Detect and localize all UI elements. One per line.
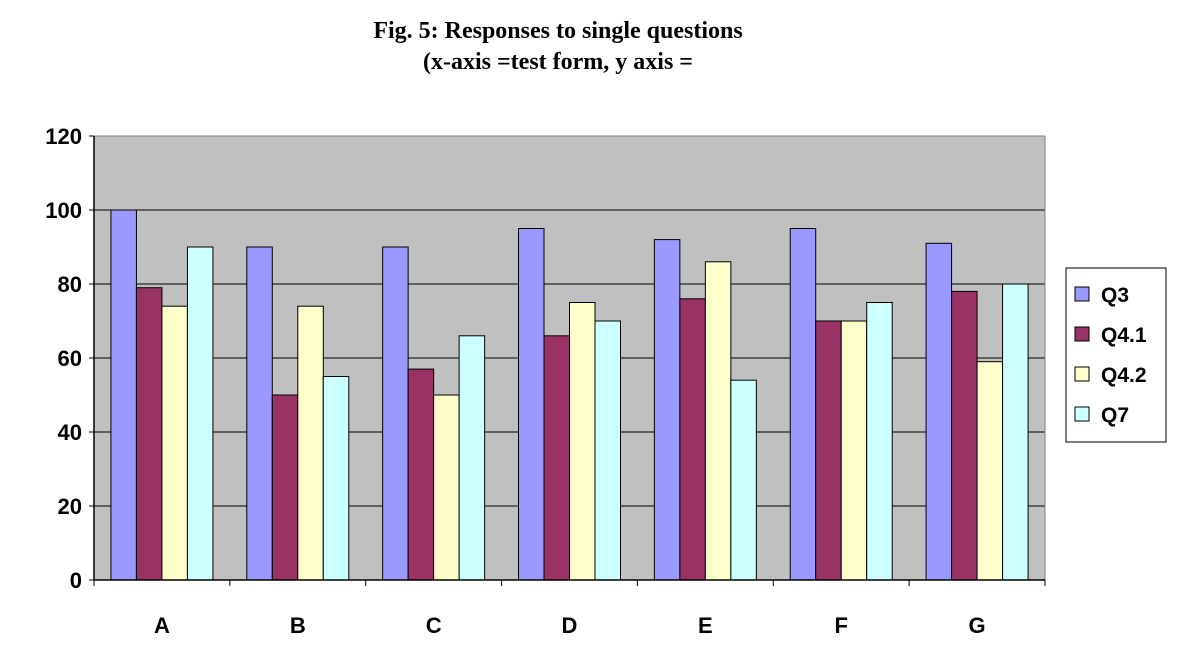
bar-q7-a — [186, 246, 214, 581]
x-tick-label: B — [290, 613, 306, 638]
y-tick-label: 20 — [58, 494, 82, 519]
legend-swatch — [1074, 406, 1090, 422]
bar-q3-c — [382, 246, 409, 581]
bar-q4-1-f — [815, 320, 842, 581]
bar-q4-2-c — [433, 394, 460, 581]
bar-q4-2-g — [976, 361, 1004, 581]
bar-q7-f — [866, 302, 893, 581]
y-tick-label: 0 — [70, 568, 82, 593]
bar-q4-1-d — [543, 335, 570, 581]
bars — [110, 209, 1029, 581]
chart-subtitle: (x-axis =test form, y axis = — [423, 49, 693, 75]
x-tick-label: A — [154, 613, 170, 638]
legend-label: Q4.2 — [1101, 364, 1147, 387]
legend: Q3 Q4.1 Q4.2 Q7 — [1065, 267, 1167, 443]
bar-q4-1-c — [407, 368, 435, 581]
bar-q4-1-b — [271, 394, 299, 581]
y-tick-label: 60 — [58, 346, 82, 371]
bar-q4-2-b — [297, 305, 324, 581]
bar-q4-1-e — [679, 298, 706, 581]
bar-q7-b — [322, 376, 350, 581]
bar-q3-a — [110, 209, 137, 581]
legend-swatch — [1074, 326, 1090, 342]
bar-q3-d — [518, 228, 545, 581]
bar-q3-e — [653, 239, 681, 581]
x-tick-label: F — [834, 613, 847, 638]
x-tick-labels: A B C D E F G — [154, 613, 986, 638]
axes — [89, 135, 1046, 586]
x-tick-label: C — [426, 613, 442, 638]
bar-q4-2-e — [704, 261, 732, 581]
chart-title-block: Fig. 5: Responses to single questions (x… — [0, 16, 1116, 78]
bar-q7-g — [1002, 283, 1029, 581]
y-tick-label: 80 — [58, 272, 82, 297]
bar-q4-1-a — [135, 287, 163, 581]
bar-q3-g — [925, 242, 953, 581]
bar-q7-c — [458, 335, 486, 581]
y-tick-labels: 0 20 40 60 80 100 120 — [45, 124, 82, 593]
bar-q7-d — [594, 320, 621, 581]
legend-swatch — [1074, 286, 1090, 302]
bar-q4-2-f — [840, 320, 868, 581]
legend-label: Q3 — [1101, 284, 1129, 307]
legend-label: Q4.1 — [1101, 324, 1147, 347]
chart-title: Fig. 5: Responses to single questions — [373, 18, 743, 44]
x-tick-label: D — [562, 613, 578, 638]
bar-q4-2-d — [569, 302, 596, 581]
y-tick-label: 40 — [58, 420, 82, 445]
y-tick-label: 100 — [45, 198, 82, 223]
y-tick-label: 120 — [45, 124, 82, 149]
legend-label: Q7 — [1101, 404, 1129, 427]
x-tick-label: E — [698, 613, 713, 638]
bar-q7-e — [730, 379, 757, 581]
x-tick-label: G — [969, 613, 986, 638]
legend-swatch — [1074, 366, 1090, 382]
bar-q3-b — [246, 246, 273, 581]
bar-q3-f — [789, 228, 817, 581]
bar-q4-1-g — [951, 290, 978, 581]
bar-q4-2-a — [161, 305, 188, 581]
